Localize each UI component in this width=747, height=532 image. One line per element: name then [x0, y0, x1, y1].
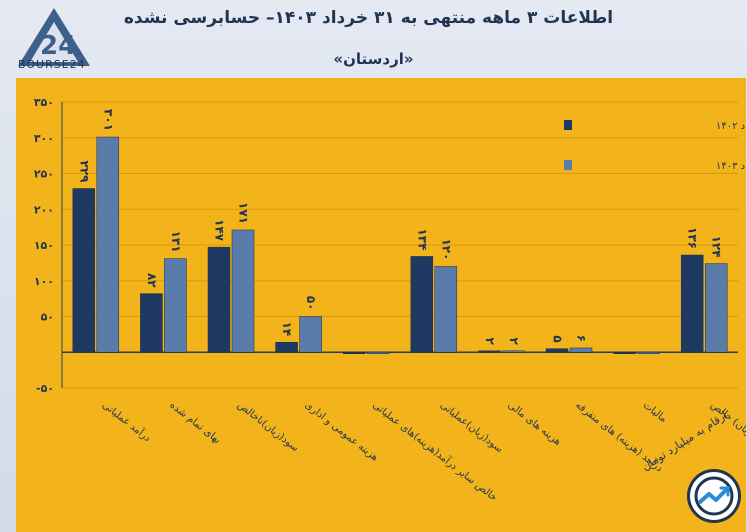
- legend-swatch-1403: [564, 160, 572, 170]
- legend-label-1402: عملکرد منتهی به خرداد ۱۴۰۲: [716, 121, 746, 132]
- bar-1402: [207, 246, 231, 353]
- chart-subtitle: «اردستان»: [333, 50, 414, 68]
- data-label: ۵۰: [304, 296, 318, 311]
- trend-logo-icon: [690, 472, 738, 520]
- bar-1402: [410, 256, 434, 353]
- data-label: ۲: [483, 337, 497, 345]
- bar-1403: [231, 229, 255, 353]
- bar-1402: [140, 293, 163, 353]
- bar-1402: [680, 254, 704, 353]
- data-label: ۶: [575, 335, 589, 342]
- bar-1402: [613, 352, 636, 354]
- logo-text: BOURSE24: [18, 58, 86, 71]
- data-label: ۱۳۱: [169, 231, 183, 253]
- y-tick-label: ۱۰۰: [34, 275, 54, 288]
- bar-1402: [478, 350, 501, 353]
- data-label: ۱۴: [280, 322, 294, 337]
- bar-1402: [72, 188, 96, 353]
- bar-1403: [164, 258, 187, 353]
- y-tick-label: -۵۰: [36, 382, 54, 395]
- bar-1402: [342, 352, 366, 354]
- data-label: ۱۳۶: [686, 227, 700, 249]
- data-label: ۵: [551, 335, 565, 342]
- data-label: ۲: [507, 337, 521, 345]
- bar-1403: [569, 347, 593, 353]
- bar-1403: [704, 263, 728, 353]
- legend-swatch-1402: [564, 120, 572, 130]
- data-label: ۳۰۱: [101, 109, 115, 131]
- bourse24-logo: 24: [12, 6, 96, 74]
- chart-title: اطلاعات ۳ ماهه منتهی به ۳۱ خرداد ۱۴۰۳– ح…: [123, 8, 614, 28]
- y-tick-label: ۵۰: [41, 311, 54, 324]
- y-tick-label: ۳۰۰: [34, 132, 54, 145]
- data-label: ۱۲۰: [439, 238, 453, 260]
- data-label: ۱۴۷: [213, 219, 227, 242]
- bar-1403: [299, 316, 322, 353]
- y-tick-label: ۳۵۰: [34, 96, 54, 109]
- bar-1403: [366, 352, 390, 354]
- bar-1403: [637, 352, 660, 354]
- bar-1403: [434, 266, 458, 353]
- y-tick-label: ۲۰۰: [34, 203, 54, 216]
- bar-1403: [502, 350, 525, 353]
- svg-text:24: 24: [40, 31, 76, 61]
- data-label: ۸۲: [145, 273, 159, 288]
- bar-1402: [545, 348, 569, 353]
- data-label: ۱۲۴: [710, 236, 724, 258]
- bar-1402: [275, 341, 298, 353]
- y-tick-label: ۲۵۰: [34, 168, 54, 181]
- data-label: ۱۷۱: [237, 202, 251, 224]
- data-label: ۲۲۹: [77, 161, 91, 184]
- data-label: ۱۳۴: [415, 228, 429, 250]
- y-tick-label: ۱۵۰: [34, 239, 54, 252]
- plot-background: [16, 78, 746, 532]
- bar-1403: [96, 136, 120, 353]
- legend-label-1403: عملکرد منتهی به خرداد ۱۴۰۳: [716, 161, 746, 172]
